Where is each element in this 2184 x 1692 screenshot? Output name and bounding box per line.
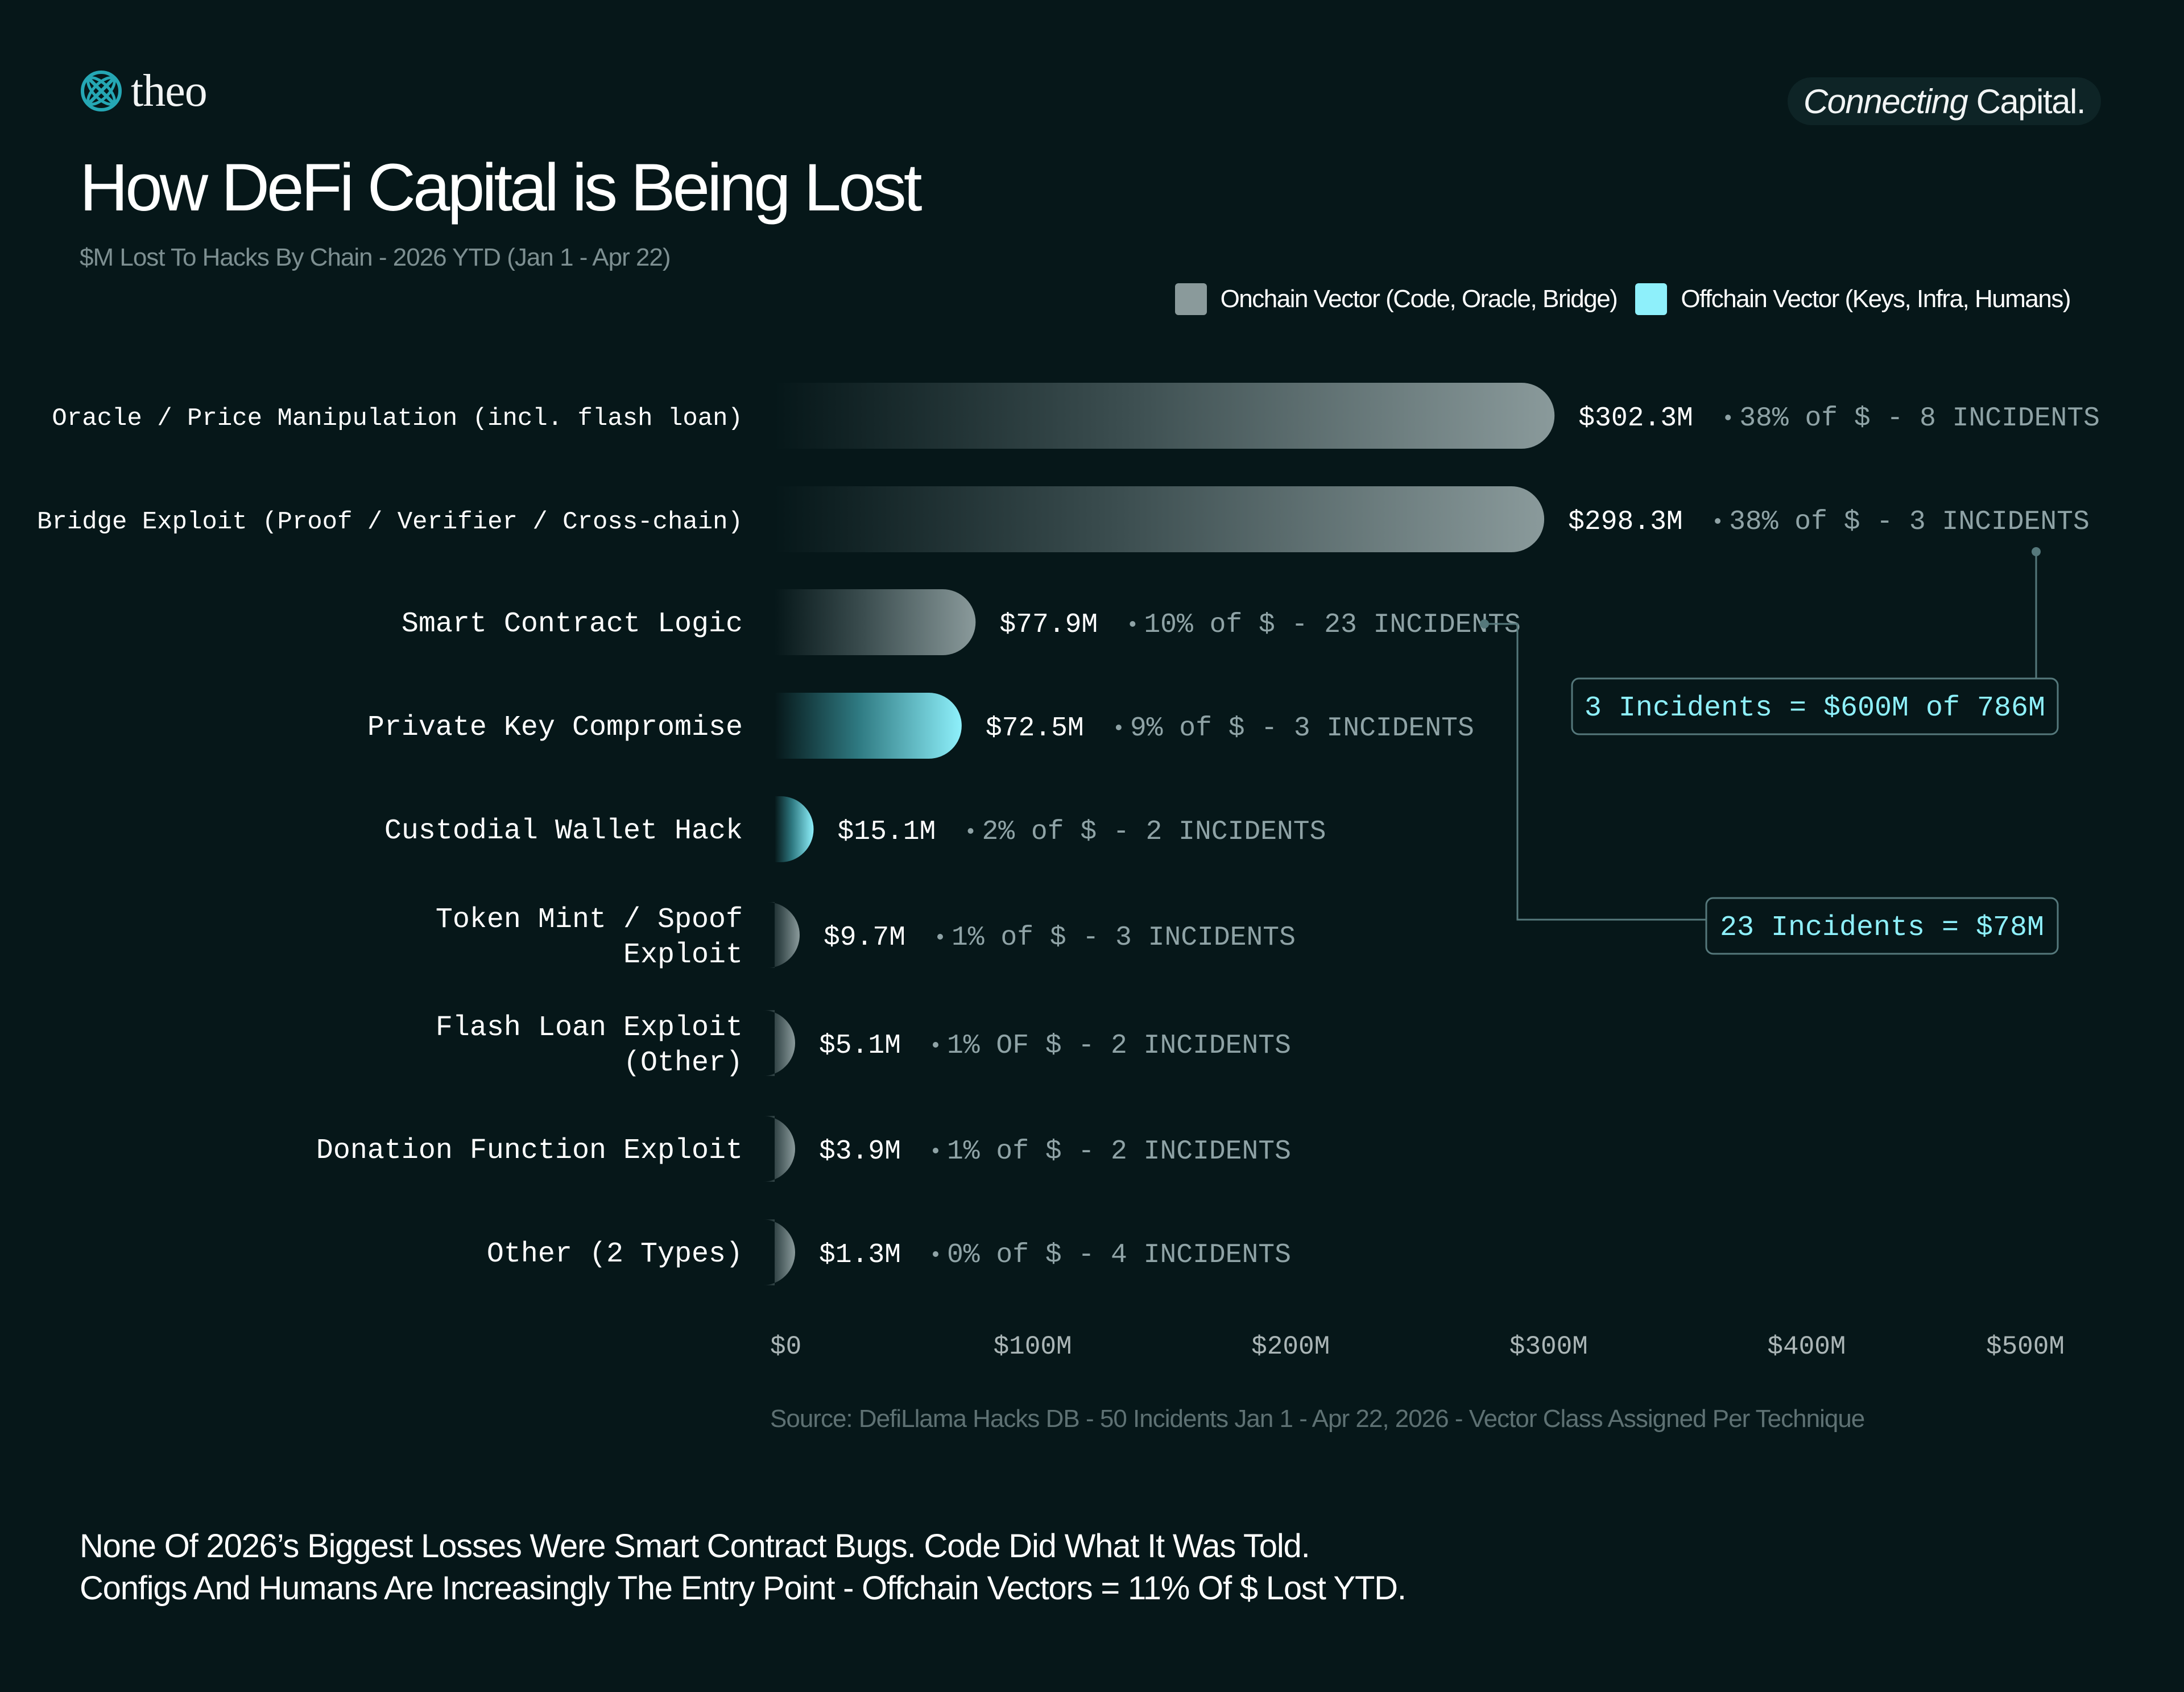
category-label: (Other) bbox=[623, 1047, 743, 1079]
callout-leader-dot bbox=[2032, 547, 2041, 556]
annotation-label: 38% of $ - 8 INCIDENTS bbox=[1739, 403, 2100, 434]
x-tick-label: $0 bbox=[770, 1332, 801, 1362]
brand-name: theo bbox=[131, 65, 208, 116]
callout-box bbox=[1705, 897, 2059, 955]
callout-leader bbox=[1484, 623, 1706, 921]
annotation-dot bbox=[1130, 621, 1136, 627]
callout-text: 3 Incidents = $600M of 786M bbox=[1585, 692, 2045, 725]
value-label: $77.9M bbox=[999, 610, 1098, 640]
annotation-label: 9% of $ - 3 INCIDENTS bbox=[1130, 713, 1474, 744]
annotation-dot bbox=[1115, 725, 1122, 730]
bar bbox=[766, 902, 800, 968]
category-label: Other (2 Types) bbox=[487, 1238, 743, 1271]
category-label: Bridge Exploit (Proof / Verifier / Cross… bbox=[37, 508, 743, 536]
takeaway-line-2: Configs And Humans Are Increasingly The … bbox=[80, 1570, 1407, 1607]
page-subtitle: $M Lost To Hacks By Chain - 2026 YTD (Ja… bbox=[80, 243, 671, 271]
legend-swatch-onchain bbox=[1174, 283, 1207, 315]
value-label: $302.3M bbox=[1578, 403, 1693, 434]
theo-logo-icon bbox=[81, 71, 122, 111]
chart-legend: Onchain Vector (Code, Oracle, Bridge) Of… bbox=[1174, 283, 2071, 315]
source-note: Source: DefiLlama Hacks DB - 50 Incident… bbox=[770, 1405, 1865, 1433]
bar bbox=[762, 1219, 795, 1285]
value-label: $1.3M bbox=[819, 1240, 901, 1271]
bar bbox=[775, 589, 976, 655]
annotation-dot bbox=[937, 934, 943, 940]
legend-item-offchain: Offchain Vector (Keys, Infra, Humans) bbox=[1635, 283, 2071, 315]
category-label: Flash Loan Exploit bbox=[436, 1012, 743, 1044]
x-tick-label: $400M bbox=[1767, 1332, 1846, 1362]
value-label: $5.1M bbox=[819, 1031, 901, 1061]
category-label: Token Mint / Spoof bbox=[436, 904, 743, 936]
value-label: $72.5M bbox=[986, 713, 1084, 744]
annotation-label: 38% of $ - 3 INCIDENTS bbox=[1729, 507, 2090, 537]
category-label: Exploit bbox=[623, 939, 743, 971]
callout-box bbox=[1571, 677, 2059, 735]
legend-item-onchain: Onchain Vector (Code, Oracle, Bridge) bbox=[1174, 283, 1618, 315]
bar bbox=[762, 1116, 795, 1182]
category-label: Private Key Compromise bbox=[367, 711, 743, 744]
annotation-dot bbox=[1725, 415, 1731, 420]
page-title: How DeFi Capital is Being Lost bbox=[80, 150, 922, 225]
value-label: $298.3M bbox=[1568, 507, 1683, 537]
legend-label-offchain: Offchain Vector (Keys, Infra, Humans) bbox=[1681, 285, 2071, 313]
value-label: $15.1M bbox=[837, 817, 936, 847]
bar bbox=[775, 796, 814, 862]
takeaway-line-1: None Of 2026’s Biggest Losses Were Smart… bbox=[80, 1528, 1310, 1565]
annotation-label: 1% of $ - 3 INCIDENTS bbox=[952, 922, 1296, 953]
tagline-rest: Capital. bbox=[1976, 82, 2086, 121]
category-label: Smart Contract Logic bbox=[402, 608, 743, 640]
legend-swatch-offchain bbox=[1635, 283, 1668, 315]
category-label: Custodial Wallet Hack bbox=[384, 815, 743, 847]
annotation-dot bbox=[933, 1042, 938, 1048]
annotation-label: 0% of $ - 4 INCIDENTS bbox=[947, 1240, 1291, 1271]
bar bbox=[762, 1010, 795, 1076]
category-label: Donation Function Exploit bbox=[316, 1135, 743, 1167]
annotation-label: 2% of $ - 2 INCIDENTS bbox=[982, 817, 1326, 847]
annotation-label: 1% of $ - 2 INCIDENTS bbox=[947, 1136, 1291, 1167]
category-label: Oracle / Price Manipulation (incl. flash… bbox=[52, 404, 743, 433]
annotation-dot bbox=[933, 1251, 938, 1257]
x-tick-label: $100M bbox=[994, 1332, 1072, 1362]
annotation-label: 10% of $ - 23 INCIDENTS bbox=[1144, 610, 1521, 640]
value-label: $9.7M bbox=[824, 922, 905, 953]
value-label: $3.9M bbox=[819, 1136, 901, 1167]
bar bbox=[775, 383, 1555, 449]
annotation-dot bbox=[1715, 518, 1721, 524]
x-tick-label: $200M bbox=[1251, 1332, 1330, 1362]
bar bbox=[775, 486, 1545, 552]
annotation-dot bbox=[933, 1148, 938, 1153]
bar bbox=[775, 693, 962, 759]
x-tick-label: $300M bbox=[1509, 1332, 1588, 1362]
callout-text: 23 Incidents = $78M bbox=[1720, 912, 2044, 944]
annotation-label: 1% OF $ - 2 INCIDENTS bbox=[947, 1031, 1291, 1061]
annotation-dot bbox=[967, 828, 974, 834]
tagline-badge: Connecting Capital. bbox=[1787, 77, 2101, 125]
x-tick-label: $500M bbox=[1986, 1332, 2065, 1362]
legend-label-onchain: Onchain Vector (Code, Oracle, Bridge) bbox=[1220, 285, 1618, 313]
callout-leader-dot bbox=[1480, 619, 1489, 628]
takeaway-text: None Of 2026’s Biggest Losses Were Smart… bbox=[80, 1525, 1407, 1610]
tagline-italic: Connecting bbox=[1803, 82, 1968, 121]
brand-logo: theo bbox=[80, 65, 208, 116]
